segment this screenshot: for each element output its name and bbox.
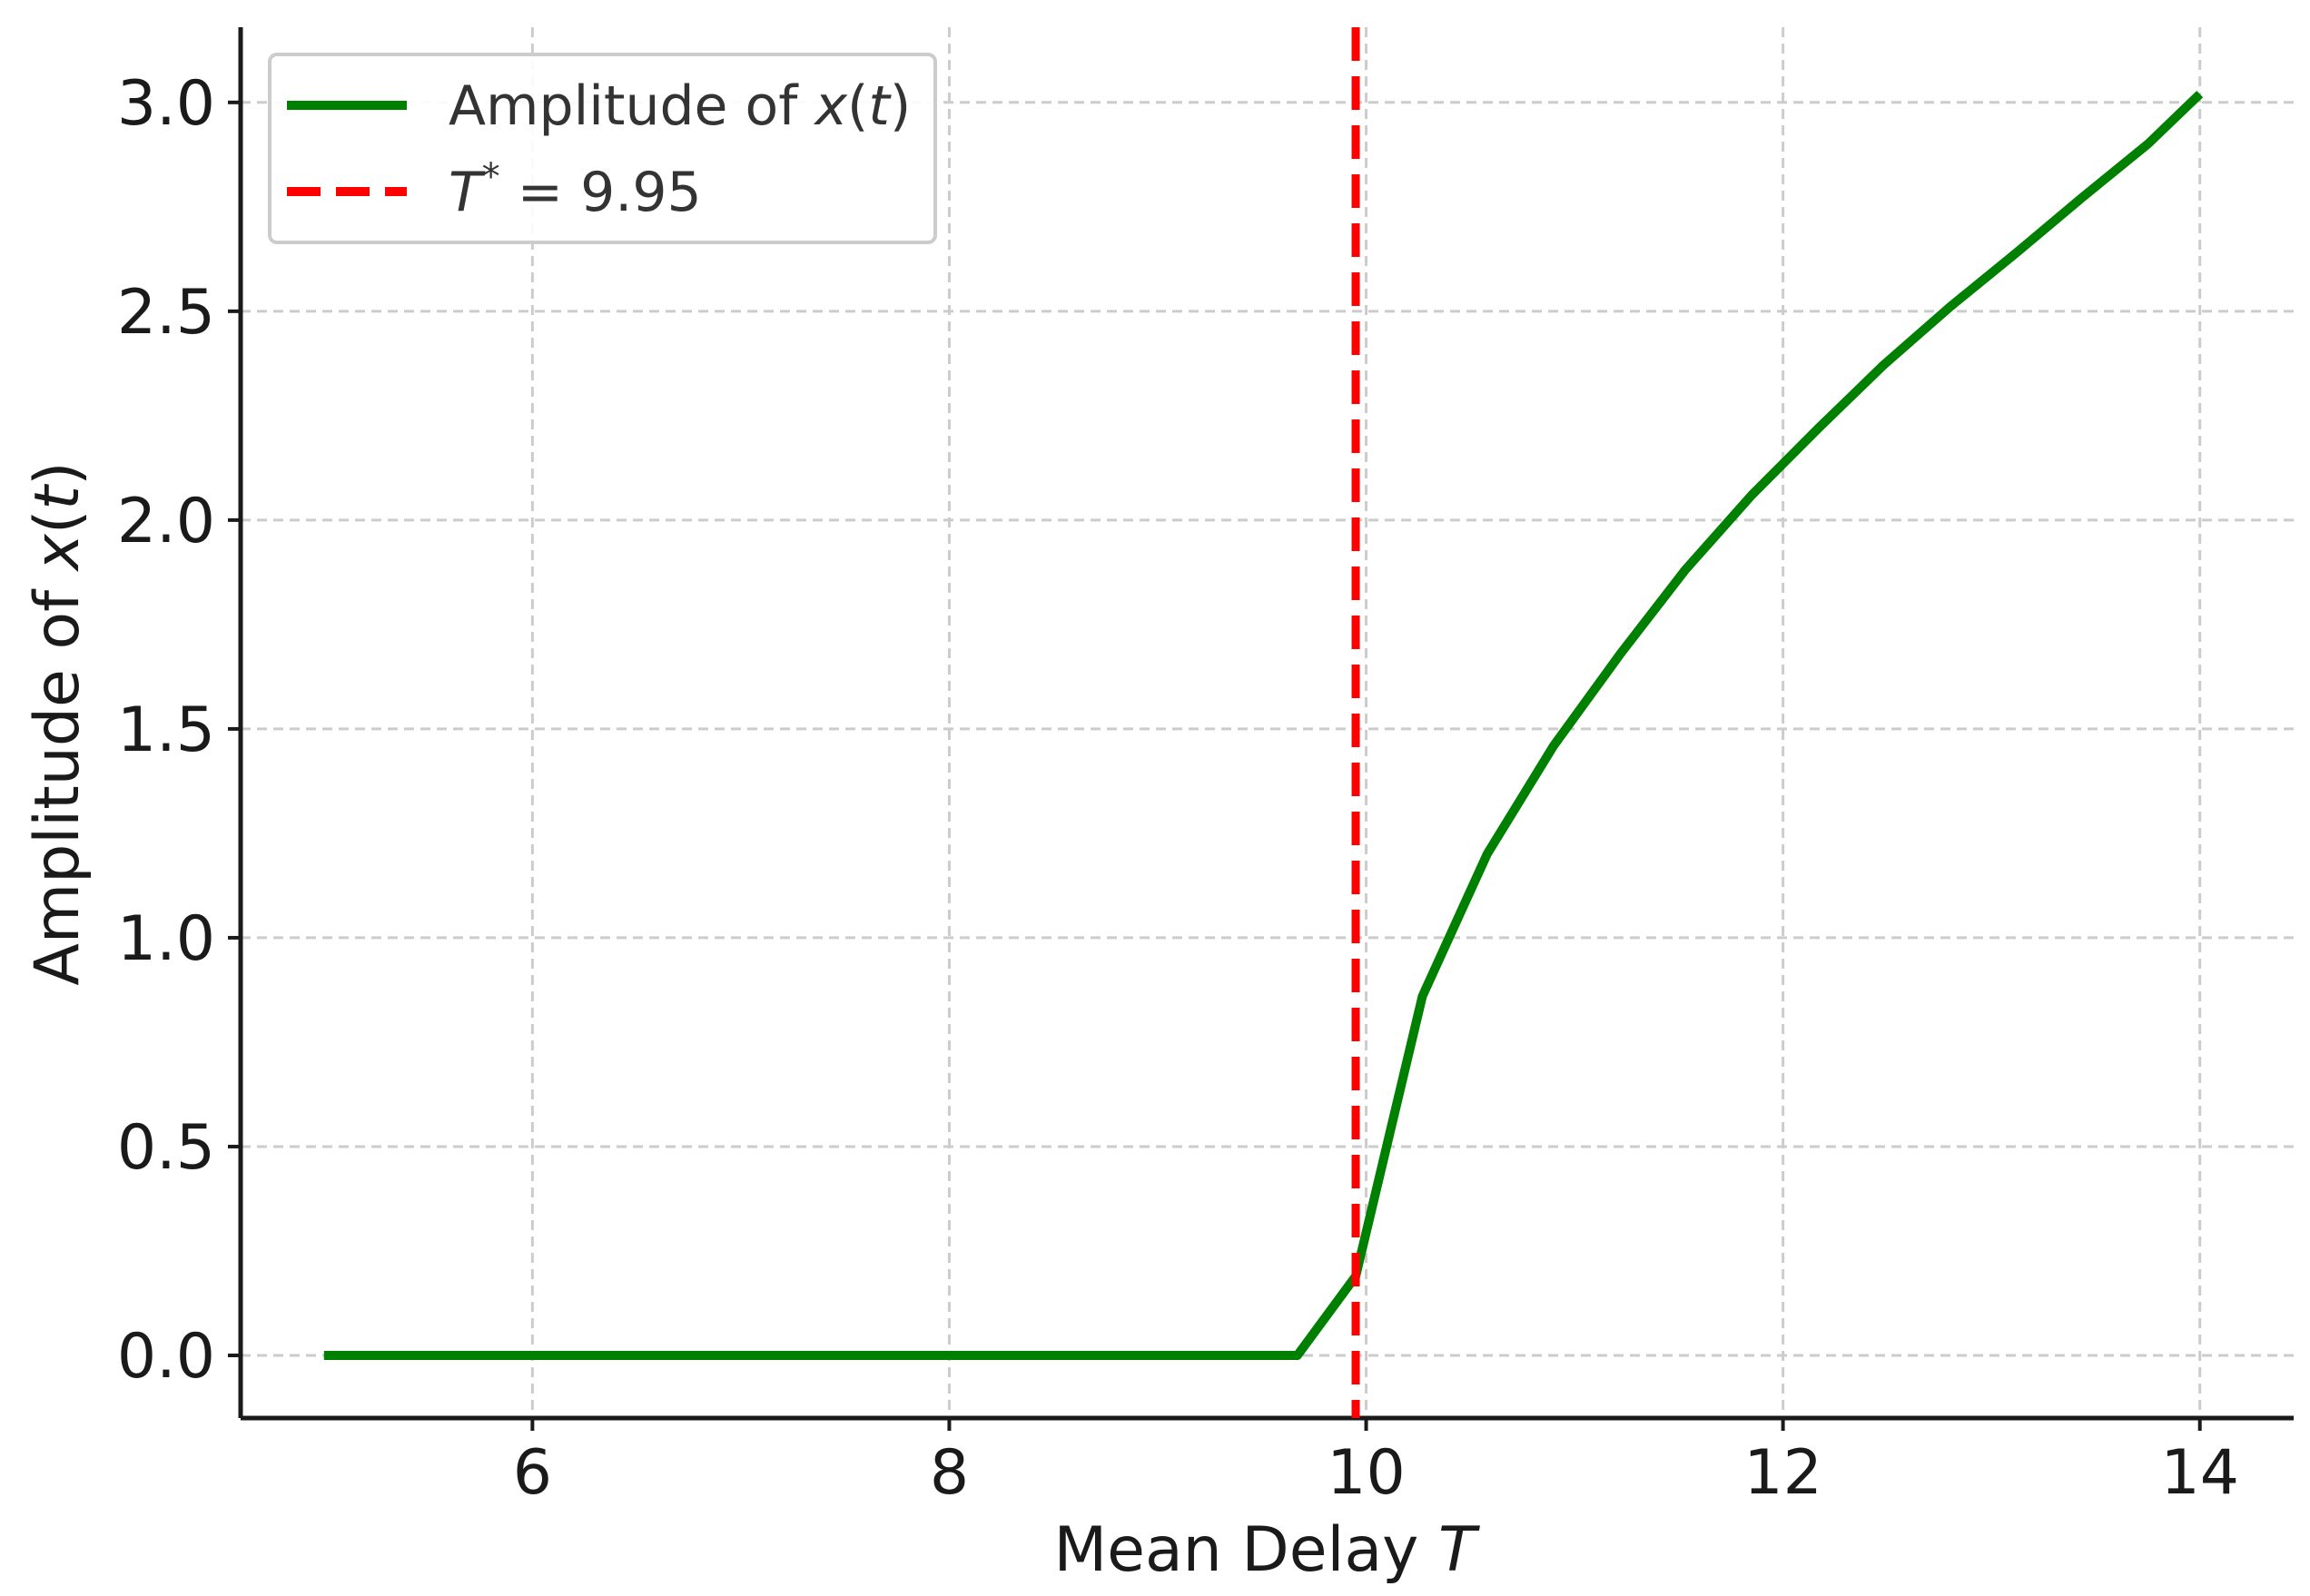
y-tick-label: 1.5 <box>117 695 215 766</box>
legend-entry-amplitude: Amplitude of x(t) <box>449 74 911 138</box>
y-axis-label: Amplitude of x(t) <box>22 461 94 985</box>
x-axis-label: Mean Delay T <box>1053 1514 1480 1586</box>
y-axis-label-prefix: Amplitude of <box>22 570 94 985</box>
x-tick-label: 12 <box>1743 1437 1822 1509</box>
legend-box <box>268 53 937 244</box>
y-axis-label-var: x <box>22 533 94 572</box>
y-tick-labels: 0.0 0.5 1.0 1.5 2.0 2.5 3.0 <box>117 68 215 1393</box>
y-axis-label-close: ) <box>22 461 94 486</box>
legend-amplitude-arg: t <box>868 74 892 138</box>
x-tick-label: 10 <box>1327 1437 1406 1509</box>
x-tick-label: 6 <box>513 1437 552 1509</box>
x-tick-label: 8 <box>930 1437 969 1509</box>
y-tick-label: 1.0 <box>117 903 215 975</box>
legend-amplitude-close: ) <box>890 74 911 138</box>
series-layer <box>323 90 2204 1360</box>
tick-marks <box>228 100 2202 1431</box>
legend-amplitude-prefix: Amplitude of <box>449 74 814 138</box>
x-axis-label-symbol: T <box>1438 1514 1480 1586</box>
y-axis-label-arg: t <box>22 484 94 510</box>
legend-entry-threshold: T* = 9.95 <box>449 156 702 224</box>
legend-threshold-eq: = 9.95 <box>500 161 702 224</box>
series-line-amplitude <box>323 90 2204 1360</box>
axes <box>238 27 2294 1421</box>
y-tick-label: 0.5 <box>117 1112 215 1184</box>
x-tick-label: 14 <box>2160 1437 2239 1509</box>
y-tick-label: 3.0 <box>117 68 215 140</box>
y-axis-label-open: ( <box>22 510 94 535</box>
x-axis-label-text: Mean Delay <box>1053 1514 1418 1586</box>
grid-lines <box>241 27 2294 1418</box>
y-tick-label: 0.0 <box>117 1321 215 1393</box>
legend-threshold-symbol: T <box>449 161 486 224</box>
y-tick-label: 2.0 <box>117 486 215 557</box>
legend-threshold-sup: * <box>482 156 500 198</box>
legend-amplitude-open: ( <box>847 74 868 138</box>
y-tick-label: 2.5 <box>117 277 215 349</box>
x-tick-labels: 6 8 10 12 14 <box>513 1437 2239 1509</box>
legend: Amplitude of x(t) T* = 9.95 <box>268 53 937 244</box>
legend-amplitude-var: x <box>813 74 847 138</box>
